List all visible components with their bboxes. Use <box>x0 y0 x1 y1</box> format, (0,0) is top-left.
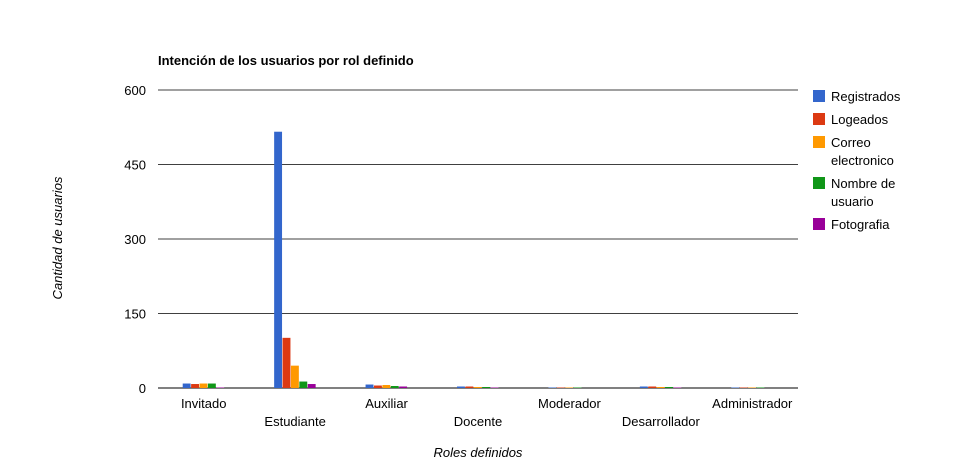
y-axis-title: Cantidad de usuarios <box>50 176 65 299</box>
gridlines <box>158 89 798 389</box>
x-tick-label: Moderador <box>538 396 602 411</box>
y-tick-label: 300 <box>124 232 146 247</box>
bar <box>390 386 399 388</box>
y-tick-label: 0 <box>139 381 146 396</box>
bar <box>207 383 216 388</box>
x-tick-label: Auxiliar <box>365 396 408 411</box>
legend-swatch <box>813 177 825 189</box>
x-tick-label: Estudiante <box>264 414 325 429</box>
bar <box>365 384 374 388</box>
bar <box>191 384 200 388</box>
y-tick-label: 150 <box>124 307 146 322</box>
bar <box>282 337 291 388</box>
bar <box>299 381 308 388</box>
legend: Registrados Logeados Correo electronico Nomb… <box>813 89 901 232</box>
bar <box>182 383 191 388</box>
legend-label: Registrados <box>831 89 901 104</box>
bar <box>290 365 299 388</box>
legend-label: Fotografia <box>831 217 890 232</box>
bar <box>473 387 482 388</box>
bars <box>182 131 765 388</box>
bar <box>307 384 316 388</box>
y-tick-label: 600 <box>124 83 146 98</box>
bar <box>399 386 408 388</box>
x-tick-labels: Invitado Estudiante Auxiliar Docente Moderad… <box>181 396 793 429</box>
y-tick-label: 450 <box>124 158 146 173</box>
bar <box>665 387 673 388</box>
legend-swatch <box>813 113 825 125</box>
bar <box>382 385 391 388</box>
legend-swatch <box>813 136 825 148</box>
legend-label: Nombre de usuario <box>831 176 895 209</box>
legend-swatch <box>813 90 825 102</box>
bar <box>482 387 491 388</box>
legend-swatch <box>813 218 825 230</box>
bar <box>274 131 283 388</box>
x-tick-label: Docente <box>454 414 502 429</box>
x-axis-title: Roles definidos <box>434 445 523 460</box>
y-tick-labels: 0 150 300 450 600 <box>124 83 146 396</box>
bar <box>465 386 474 388</box>
x-tick-label: Invitado <box>181 396 227 411</box>
chart-title: Intención de los usuarios por rol defini… <box>158 53 414 68</box>
x-tick-label: Desarrollador <box>622 414 701 429</box>
legend-label: Correo electronico <box>831 135 894 168</box>
bar <box>648 386 657 388</box>
bar <box>656 387 665 388</box>
x-tick-label: Administrador <box>712 396 793 411</box>
legend-label: Logeados <box>831 112 889 127</box>
bar <box>199 383 208 388</box>
bar <box>373 385 382 388</box>
bar <box>457 386 465 388</box>
bar <box>639 386 648 388</box>
